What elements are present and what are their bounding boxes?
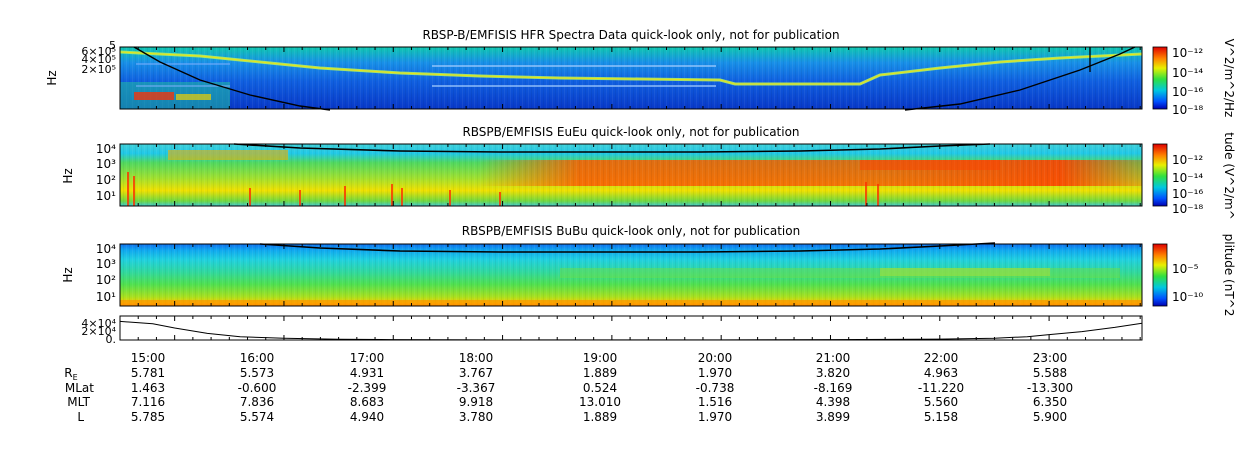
eph-label-l: L (77, 410, 84, 424)
hfr-cbar-tick-3: 10⁻¹⁸ (1172, 103, 1203, 117)
ephemeris-value: 3.767 (459, 366, 493, 380)
eueu-panel: RBSPB/EMFISIS EuEu quick-look only, not … (61, 125, 1236, 220)
ephemeris-value: 6.350 (1033, 395, 1067, 409)
bubu-panel: RBSPB/EMFISIS BuBu quick-look only, not … (61, 224, 1236, 316)
x-tick-label: 21:00 (816, 351, 851, 365)
ephemeris-value: 7.116 (131, 395, 165, 409)
ephemeris-value: 4.398 (816, 395, 850, 409)
bubu-ytick-1: 10³ (96, 257, 116, 271)
eueu-cyclotron-curve (233, 143, 991, 153)
bubu-title: RBSPB/EMFISIS BuBu quick-look only, not … (462, 224, 800, 238)
bubu-cbar-tick-0: 10⁻⁵ (1172, 262, 1199, 276)
ephemeris-value: -3.367 (457, 381, 496, 395)
ephemeris-value: 5.158 (924, 410, 958, 424)
ephemeris-value: 9.918 (459, 395, 493, 409)
hfr-ylabel: Hz (45, 70, 59, 85)
line-plot-frame (119, 315, 1143, 341)
x-axis: 15:00 16:00 17:00 18:00 19:00 20:00 21:0… (131, 351, 1068, 365)
hfr-colorbar (1152, 46, 1168, 110)
ephemeris-value: -2.399 (348, 381, 387, 395)
hfr-cbar-label: V^2/m^2/Hz (1222, 39, 1236, 118)
ephemeris-value: 4.931 (350, 366, 384, 380)
hfr-cbar-tick-2: 10⁻¹⁶ (1172, 85, 1203, 99)
eueu-cbar-label: tude (V^2/m^ (1222, 132, 1236, 220)
ephemeris-value: 4.940 (350, 410, 384, 424)
bubu-cbar-tick-1: 10⁻¹⁰ (1172, 290, 1203, 304)
hfr-ytick-3: 2×10⁵ (81, 63, 116, 76)
ephemeris-value: 3.899 (816, 410, 850, 424)
ephemeris-value: 3.780 (459, 410, 493, 424)
ephemeris-value: 1.463 (131, 381, 165, 395)
bubu-colorbar (1152, 243, 1168, 307)
bubu-ytick-3: 10¹ (96, 290, 116, 304)
ephemeris-value: 1.889 (583, 410, 617, 424)
eueu-cbar-tick-0: 10⁻¹² (1172, 153, 1203, 167)
ephemeris-value: 8.683 (350, 395, 384, 409)
ephemeris-value: 5.785 (131, 410, 165, 424)
ephemeris-table: RE MLat MLT L 5.781 5.573 4.931 3.767 1.889 1… (64, 366, 1073, 424)
x-tick-label: 17:00 (350, 351, 385, 365)
eueu-title: RBSPB/EMFISIS EuEu quick-look only, not … (462, 125, 799, 139)
hfr-cbar-tick-1: 10⁻¹⁴ (1172, 66, 1203, 80)
ephemeris-value: 5.573 (240, 366, 274, 380)
hfr-panel: RBSP-B/EMFISIS HFR Spectra Data quick-lo… (45, 28, 1236, 117)
eph-label-mlt: MLT (67, 395, 90, 409)
time-tick-marks (119, 47, 1141, 340)
ephemeris-value: 5.560 (924, 395, 958, 409)
ephemeris-value: -11.220 (918, 381, 964, 395)
bubu-ytick-0: 10⁴ (96, 242, 116, 256)
line-ytick-1: 2×10⁴ (81, 325, 116, 338)
eueu-ytick-2: 10² (96, 173, 116, 187)
ephemeris-value: -8.169 (814, 381, 853, 395)
ephemeris-value: -13.300 (1027, 381, 1073, 395)
ephemeris-value: 5.900 (1033, 410, 1067, 424)
eueu-ytick-3: 10¹ (96, 189, 116, 203)
eueu-ytick-0: 10⁴ (96, 142, 116, 156)
hfr-ytick-1: 6×10⁵ (81, 45, 116, 58)
hfr-ytick-2: 4×10⁵ (81, 53, 116, 66)
eueu-colorbar (1152, 143, 1168, 207)
eph-label-mlat: MLat (65, 381, 94, 395)
hfr-cbar-tick-0: 10⁻¹² (1172, 46, 1203, 60)
x-tick-label: 18:00 (459, 351, 494, 365)
eueu-cbar-tick-2: 10⁻¹⁶ (1172, 187, 1203, 201)
ephemeris-value: 1.970 (698, 366, 732, 380)
hfr-title: RBSP-B/EMFISIS HFR Spectra Data quick-lo… (422, 28, 839, 42)
ephemeris-value: 5.574 (240, 410, 274, 424)
ephemeris-value: 1.516 (698, 395, 732, 409)
line-panel: 4×10⁴ 2×10⁴ 0. (81, 315, 1143, 346)
line-ytick-2: 0. (106, 333, 117, 346)
eueu-bursts (127, 172, 879, 206)
ephemeris-value: 1.970 (698, 410, 732, 424)
ephemeris-value: 0.524 (583, 381, 617, 395)
ephemeris-value: 4.963 (924, 366, 958, 380)
x-tick-label: 20:00 (698, 351, 733, 365)
x-tick-label: 19:00 (583, 351, 618, 365)
ephemeris-value: -0.738 (696, 381, 735, 395)
eph-label-re: RE (64, 366, 77, 382)
bubu-cbar-label: plitude (nT^2 (1222, 234, 1236, 317)
bubu-ytick-2: 10² (96, 273, 116, 287)
eueu-ylabel: Hz (61, 168, 75, 183)
hfr-cyclotron-curve (133, 46, 1136, 111)
ephemeris-value: 7.836 (240, 395, 274, 409)
hfr-ytick-0: 5 (109, 39, 116, 52)
ephemeris-value: -0.600 (238, 381, 277, 395)
line-ytick-0: 4×10⁴ (81, 317, 116, 330)
x-tick-label: 23:00 (1033, 351, 1068, 365)
x-tick-label: 16:00 (240, 351, 275, 365)
ephemeris-value: 5.588 (1033, 366, 1067, 380)
ephemeris-value: 3.820 (816, 366, 850, 380)
eueu-ytick-1: 10³ (96, 157, 116, 171)
bubu-ylabel: Hz (61, 267, 75, 282)
eueu-cbar-tick-1: 10⁻¹⁴ (1172, 171, 1203, 185)
x-tick-label: 22:00 (924, 351, 959, 365)
x-tick-label: 15:00 (131, 351, 166, 365)
ephemeris-value: 13.010 (579, 395, 621, 409)
ephemeris-value: 1.889 (583, 366, 617, 380)
ephemeris-value: 5.781 (131, 366, 165, 380)
bubu-cyclotron-curve (259, 242, 996, 253)
eueu-cbar-tick-3: 10⁻¹⁸ (1172, 202, 1203, 216)
